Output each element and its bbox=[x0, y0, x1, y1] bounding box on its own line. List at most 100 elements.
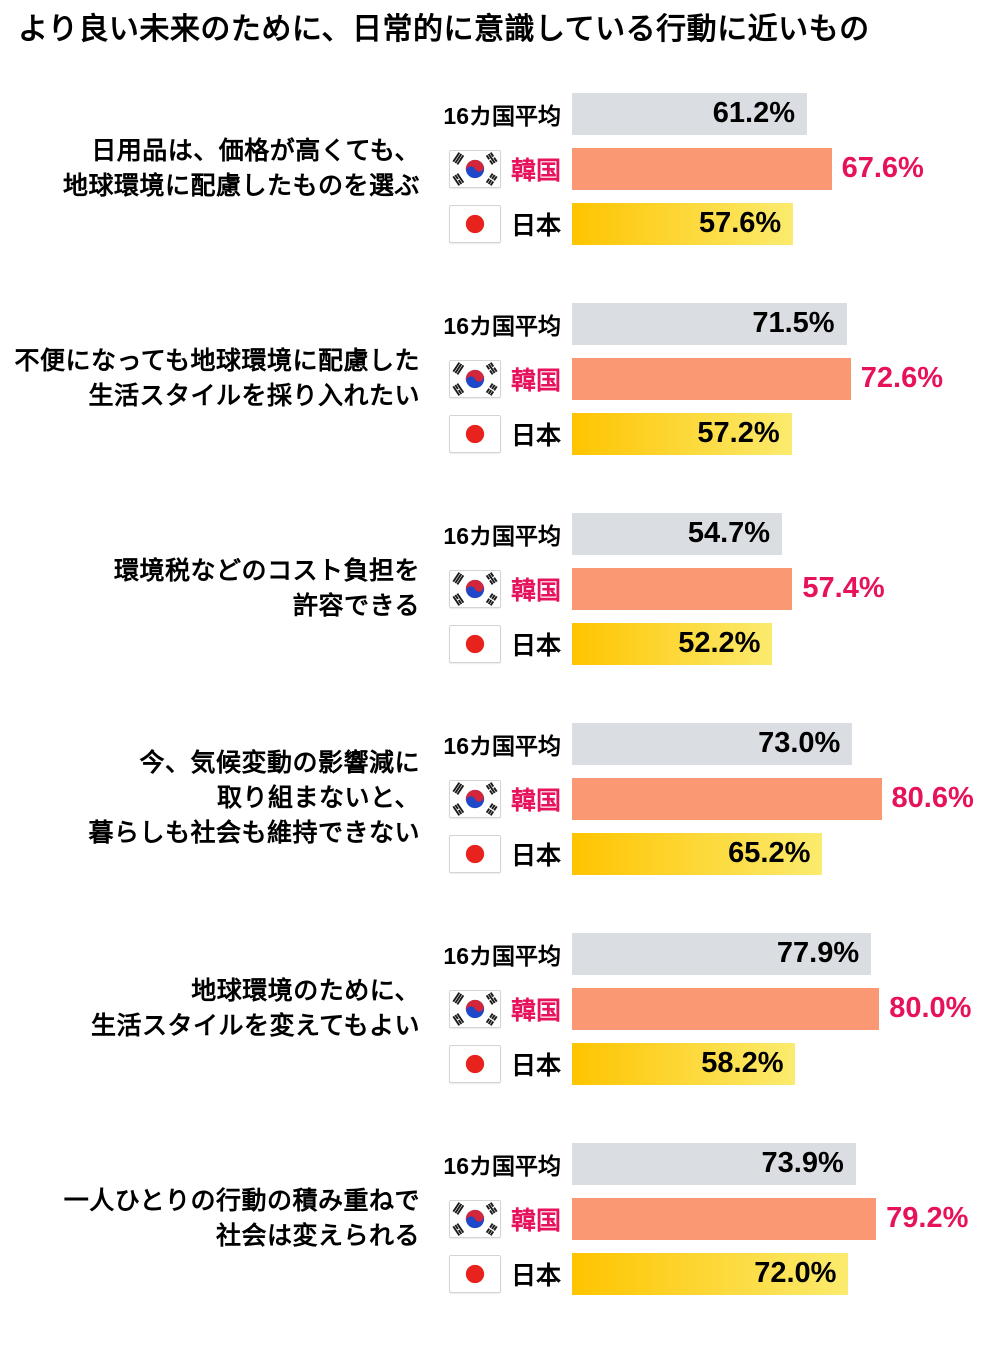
series-label-cell-average: 16カ国平均 bbox=[430, 727, 572, 761]
korea-value: 80.0% bbox=[889, 992, 972, 1024]
korea-bar bbox=[572, 1197, 877, 1240]
series-label-cell-average: 16カ国平均 bbox=[430, 517, 572, 551]
series-label-korea: 韓国 bbox=[510, 366, 561, 395]
question-label-line: 生活スタイルを変えてもよい bbox=[90, 1011, 420, 1040]
question-label: 環境税などのコスト負担を許容できる bbox=[0, 554, 430, 624]
japan-bar: 65.2% bbox=[572, 832, 823, 875]
korea-flag-icon bbox=[449, 781, 500, 816]
bar-rows: 16カ国平均 71.5% 韓国 72.6% 日本 57.2% bbox=[430, 302, 944, 455]
japan-flag-icon bbox=[449, 206, 500, 241]
korea-flag-icon bbox=[449, 151, 500, 186]
bar-area-japan: 58.2% bbox=[572, 1042, 796, 1085]
korea-flag bbox=[448, 149, 501, 188]
question-label-line: 社会は変えられる bbox=[215, 1221, 420, 1250]
bar-row-average: 16カ国平均 77.9% bbox=[430, 932, 971, 975]
question-label-line: 地球環境のために、 bbox=[191, 976, 420, 1005]
question-group: 不便になっても地球環境に配慮した 生活スタイルを採り入れたい 16カ国平均 71.5%… bbox=[0, 302, 1000, 455]
average-value: 71.5% bbox=[752, 307, 835, 339]
question-group: 一人ひとりの行動の積み重ねで 社会は変えられる 16カ国平均 73.9% 韓国 79.2… bbox=[0, 1142, 1000, 1295]
korea-bar bbox=[572, 987, 880, 1030]
bar-rows: 16カ国平均 77.9% 韓国 80.0% 日本 58.2% bbox=[430, 932, 972, 1085]
question-label: 地球環境のために、生活スタイルを変えてもよい bbox=[0, 974, 430, 1044]
series-label-cell-korea: 韓国 bbox=[430, 1199, 572, 1238]
average-bar: 73.0% bbox=[572, 722, 853, 765]
question-label-line: 環境税などのコスト負担を bbox=[113, 556, 420, 585]
japan-flag bbox=[448, 1254, 501, 1293]
japan-value: 57.6% bbox=[698, 207, 782, 239]
korea-bar bbox=[572, 777, 882, 820]
bar-area-korea: 80.0% bbox=[572, 987, 972, 1030]
bar-row-korea: 韓国 57.4% bbox=[430, 567, 885, 610]
series-label-average: 16カ国平均 bbox=[443, 732, 561, 759]
series-label-japan: 日本 bbox=[510, 1051, 561, 1080]
series-label-average: 16カ国平均 bbox=[443, 522, 561, 549]
korea-flag-icon bbox=[449, 991, 500, 1026]
bar-row-average: 16カ国平均 73.9% bbox=[430, 1142, 968, 1185]
series-label-cell-korea: 韓国 bbox=[430, 779, 572, 818]
series-label-cell-japan: 日本 bbox=[430, 204, 572, 243]
series-label-japan: 日本 bbox=[510, 211, 561, 240]
series-label-cell-korea: 韓国 bbox=[430, 569, 572, 608]
question-label-line: 今、気候変動の影響減に bbox=[139, 749, 420, 777]
japan-value: 57.2% bbox=[697, 417, 780, 449]
bar-area-korea: 57.4% bbox=[572, 567, 885, 610]
question-label-line: 取り組まないと、 bbox=[216, 784, 420, 812]
bar-row-korea: 韓国 80.6% bbox=[430, 777, 974, 820]
average-bar: 77.9% bbox=[572, 932, 872, 975]
series-label-cell-japan: 日本 bbox=[430, 624, 572, 663]
bar-area-japan: 65.2% bbox=[572, 832, 823, 875]
series-label-cell-japan: 日本 bbox=[430, 414, 572, 453]
japan-bar: 58.2% bbox=[572, 1042, 796, 1085]
japan-flag-icon bbox=[449, 626, 500, 661]
series-label-average: 16カ国平均 bbox=[443, 312, 561, 339]
korea-flag-icon bbox=[449, 1201, 500, 1236]
question-label: 不便になっても地球環境に配慮した 生活スタイルを採り入れたい bbox=[0, 344, 430, 414]
korea-value: 80.6% bbox=[891, 782, 974, 814]
question-label: 日用品は、価格が高くても、地球環境に配慮したものを選ぶ bbox=[0, 134, 430, 204]
series-label-average: 16カ国平均 bbox=[443, 1152, 561, 1179]
series-label-japan: 日本 bbox=[510, 421, 561, 450]
bar-area-korea: 67.6% bbox=[572, 147, 924, 190]
question-label-line: 地球環境に配慮したものを選ぶ bbox=[62, 171, 420, 200]
bar-row-japan: 日本 58.2% bbox=[430, 1042, 971, 1085]
korea-flag bbox=[448, 1199, 501, 1238]
bar-row-japan: 日本 65.2% bbox=[430, 832, 974, 875]
average-value: 77.9% bbox=[776, 937, 860, 969]
japan-value: 65.2% bbox=[728, 837, 811, 869]
japan-bar: 57.6% bbox=[572, 202, 794, 245]
japan-flag-icon bbox=[449, 416, 500, 451]
chart-groups: 日用品は、価格が高くても、地球環境に配慮したものを選ぶ 16カ国平均 61.2% 韓… bbox=[0, 92, 1000, 1295]
korea-flag bbox=[448, 989, 501, 1028]
bar-area-average: 77.9% bbox=[572, 932, 872, 975]
japan-flag-icon bbox=[449, 1256, 500, 1291]
average-bar: 54.7% bbox=[572, 512, 783, 555]
korea-value: 72.6% bbox=[860, 362, 944, 394]
bar-area-average: 71.5% bbox=[572, 302, 847, 345]
japan-value: 52.2% bbox=[678, 627, 761, 659]
average-value: 61.2% bbox=[712, 97, 795, 129]
bar-row-japan: 日本 52.2% bbox=[430, 622, 885, 665]
question-label-line: 生活スタイルを採り入れたい bbox=[88, 381, 420, 410]
bar-area-korea: 79.2% bbox=[572, 1197, 968, 1240]
question-label-line: 日用品は、価格が高くても、 bbox=[91, 136, 420, 165]
bar-area-japan: 72.0% bbox=[572, 1252, 849, 1295]
series-label-korea: 韓国 bbox=[510, 786, 561, 815]
bar-row-japan: 日本 72.0% bbox=[430, 1252, 968, 1295]
bar-area-average: 73.0% bbox=[572, 722, 853, 765]
korea-flag-icon bbox=[449, 361, 500, 396]
series-label-korea: 韓国 bbox=[510, 996, 561, 1025]
question-label: 一人ひとりの行動の積み重ねで 社会は変えられる bbox=[0, 1184, 430, 1254]
japan-bar: 57.2% bbox=[572, 412, 792, 455]
korea-flag-icon bbox=[449, 571, 500, 606]
series-label-korea: 韓国 bbox=[510, 1206, 561, 1235]
korea-value: 57.4% bbox=[802, 572, 885, 604]
question-label-line: 許容できる bbox=[292, 591, 420, 620]
japan-flag bbox=[448, 624, 501, 663]
series-label-japan: 日本 bbox=[510, 841, 561, 870]
japan-flag bbox=[448, 1044, 501, 1083]
bar-rows: 16カ国平均 73.9% 韓国 79.2% 日本 72.0% bbox=[430, 1142, 968, 1295]
korea-bar bbox=[572, 567, 793, 610]
series-label-korea: 韓国 bbox=[510, 576, 561, 605]
korea-bar bbox=[572, 357, 851, 400]
question-group: 今、気候変動の影響減に 取り組まないと、 暮らしも社会も維持できない 16カ国平均 73… bbox=[0, 722, 1000, 875]
